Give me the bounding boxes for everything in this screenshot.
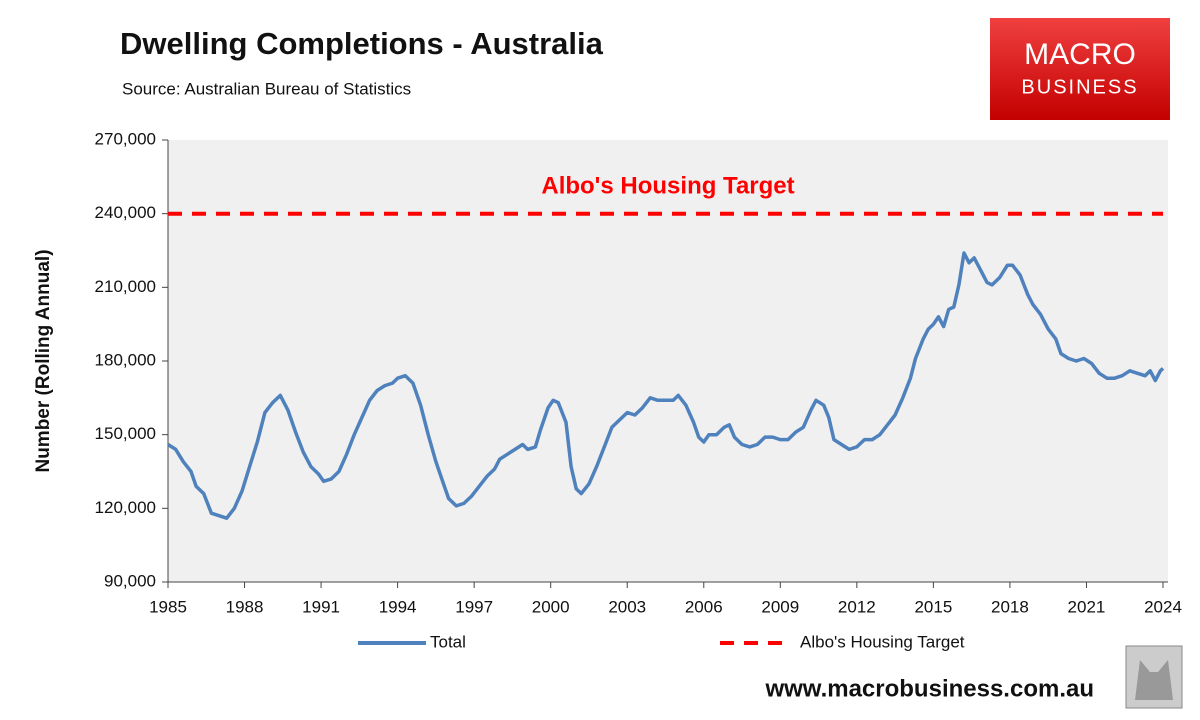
footer: www.macrobusiness.com.au bbox=[764, 675, 1094, 702]
x-tick-label: 1985 bbox=[149, 597, 187, 616]
x-tick-label: 2003 bbox=[608, 597, 646, 616]
y-tick-label: 210,000 bbox=[95, 277, 156, 296]
x-tick-label: 2018 bbox=[991, 597, 1029, 616]
x-tick-label: 2024 bbox=[1144, 597, 1182, 616]
x-tick-label: 1997 bbox=[455, 597, 493, 616]
y-tick-label: 120,000 bbox=[95, 498, 156, 517]
y-axis-label: Number (Rolling Annual) bbox=[33, 249, 54, 472]
y-tick-label: 240,000 bbox=[95, 203, 156, 222]
y-tick-label: 90,000 bbox=[104, 571, 156, 590]
x-tick-label: 2015 bbox=[914, 597, 952, 616]
y-tick-label: 270,000 bbox=[95, 129, 156, 148]
logo-box bbox=[990, 18, 1170, 120]
x-tick-label: 1988 bbox=[226, 597, 264, 616]
x-tick-label: 2021 bbox=[1068, 597, 1106, 616]
series-line bbox=[167, 251, 1165, 520]
legend-label: Albo's Housing Target bbox=[800, 632, 965, 651]
y-tick-label: 180,000 bbox=[95, 350, 156, 369]
chart-subtitle: Source: Australian Bureau of Statistics bbox=[122, 79, 411, 98]
chart-title: Dwelling Completions - Australia bbox=[120, 26, 604, 61]
logo-text: BUSINESS bbox=[1021, 76, 1138, 98]
x-tick-label: 1994 bbox=[379, 597, 417, 616]
x-tick-label: 2012 bbox=[838, 597, 876, 616]
logo-icon bbox=[1135, 660, 1173, 700]
x-tick-label: 2000 bbox=[532, 597, 570, 616]
x-tick-label: 1991 bbox=[302, 597, 340, 616]
plot-area bbox=[168, 140, 1168, 582]
legend-label: Total bbox=[430, 632, 466, 651]
annotation: Albo's Housing Target bbox=[541, 172, 794, 199]
x-tick-label: 2006 bbox=[685, 597, 723, 616]
logo-text: MACRO bbox=[1024, 38, 1136, 71]
x-tick-label: 2009 bbox=[761, 597, 799, 616]
y-tick-label: 150,000 bbox=[95, 424, 156, 443]
